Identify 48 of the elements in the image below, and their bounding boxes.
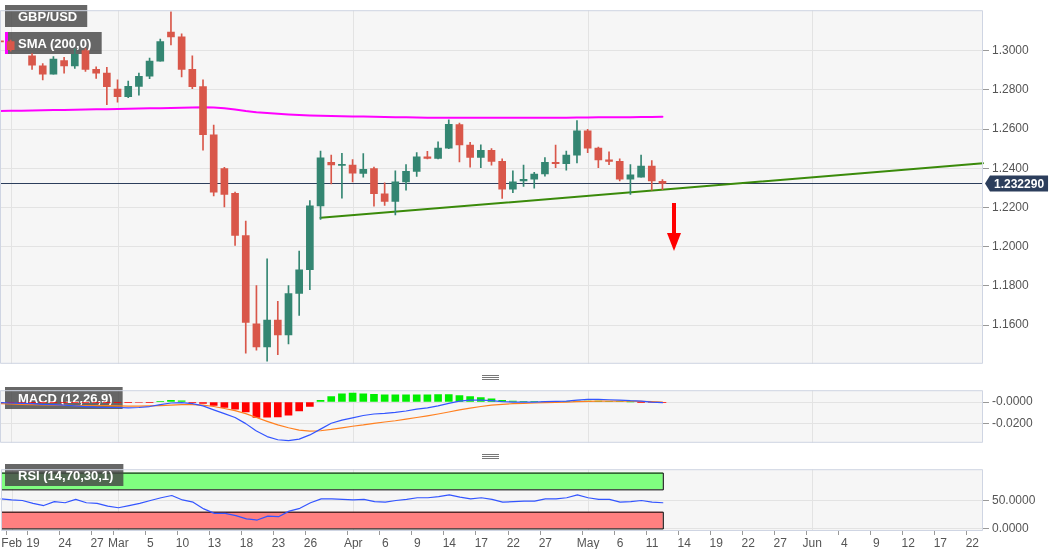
x-tick-label: 22 <box>741 535 756 550</box>
legend-label: SMA (200,0) <box>18 35 92 51</box>
x-tick-label: 6 <box>381 535 389 550</box>
x-tick-label: 26 <box>303 535 318 550</box>
chart-title: MACD (12,26,9) <box>18 390 113 406</box>
y-tick-label: -0.0200 <box>992 416 1034 431</box>
chart-title: RSI (14,70,30,1) <box>18 467 114 483</box>
x-tick-label: 5 <box>147 535 155 550</box>
x-tick-label: 14 <box>442 535 457 550</box>
y-tick-label: 1.2000 <box>992 238 1030 253</box>
y-tick-label: 1.1600 <box>992 317 1030 332</box>
x-tick-label: 27 <box>90 535 105 550</box>
x-tick-label: 11 <box>645 535 659 550</box>
x-tick-label: May <box>576 535 600 550</box>
y-tick-label: 0.0000 <box>992 520 1030 535</box>
y-tick-label: 1.3000 <box>992 43 1030 58</box>
x-tick-label: Jun <box>802 535 822 550</box>
x-tick-label: 12 <box>901 535 916 550</box>
x-tick-label: 23 <box>271 535 286 550</box>
x-tick-label: Apr <box>343 535 363 550</box>
y-tick-label: 1.2600 <box>992 121 1030 136</box>
x-tick-label: 13 <box>207 535 222 550</box>
y-tick-label: -0.0000 <box>992 394 1034 409</box>
y-tick-label: 1.1800 <box>992 278 1030 293</box>
x-tick-label: 27 <box>773 535 788 550</box>
ref-line-label: 1.232290 <box>994 176 1045 191</box>
x-tick-label: 9 <box>872 535 880 550</box>
x-tick-label: 4 <box>840 535 848 550</box>
y-tick-label: 1.2800 <box>992 82 1030 97</box>
chart-title: GBP/USD <box>18 8 78 24</box>
x-tick-label: 14 <box>677 535 692 550</box>
x-tick-label: 18 <box>239 535 254 550</box>
y-tick-label: 1.2200 <box>992 199 1030 214</box>
x-tick-label: 24 <box>58 535 73 550</box>
x-tick-label: 9 <box>413 535 421 550</box>
x-tick-label: 19 <box>709 535 724 550</box>
x-tick-label: 22 <box>965 535 980 550</box>
x-tick-label: Mar <box>108 535 129 550</box>
x-tick-label: 22 <box>506 535 521 550</box>
x-tick-label: Feb <box>1 535 23 550</box>
y-tick-label: 50.0000 <box>992 492 1036 507</box>
x-tick-label: 17 <box>933 535 948 550</box>
y-tick-label: 1.2400 <box>992 160 1030 175</box>
x-tick-label: 17 <box>474 535 489 550</box>
x-tick-label: 10 <box>175 535 190 550</box>
x-tick-label: 19 <box>26 535 41 550</box>
x-tick-label: 6 <box>616 535 624 550</box>
x-tick-label: 27 <box>538 535 553 550</box>
